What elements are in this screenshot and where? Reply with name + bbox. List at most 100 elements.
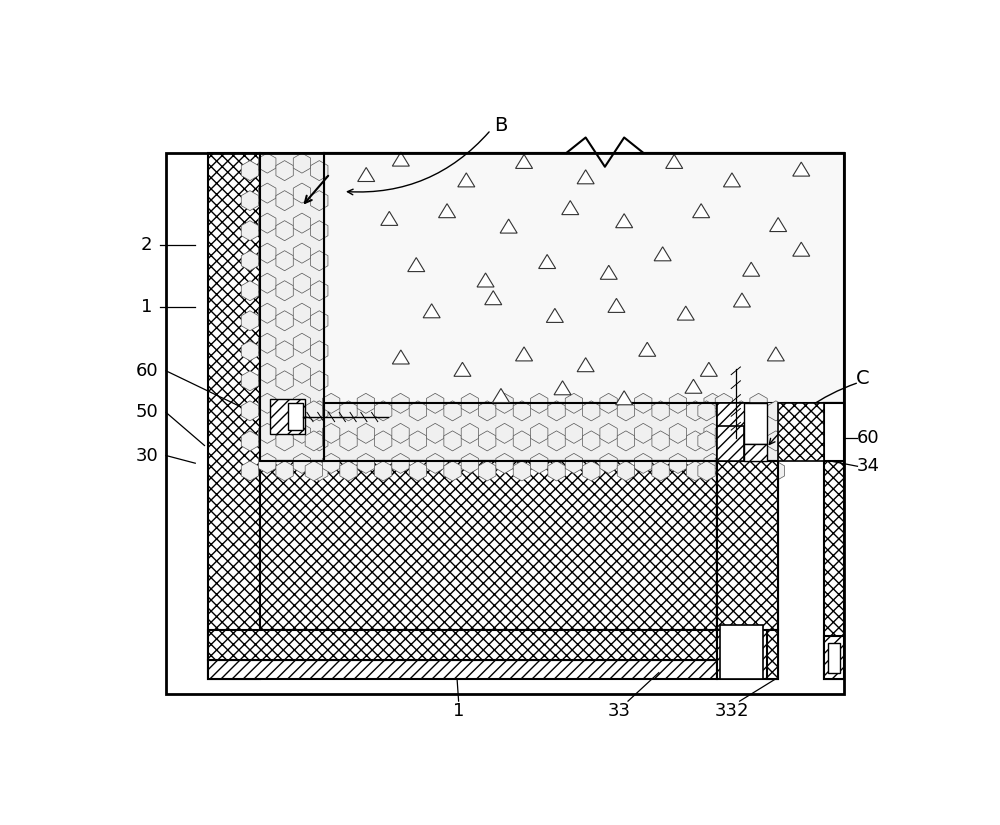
Polygon shape <box>516 346 533 361</box>
Polygon shape <box>293 273 311 293</box>
Polygon shape <box>485 290 502 304</box>
Polygon shape <box>516 154 533 168</box>
Polygon shape <box>669 423 687 443</box>
Polygon shape <box>546 309 563 323</box>
Polygon shape <box>767 461 785 481</box>
Polygon shape <box>477 273 494 287</box>
Polygon shape <box>733 461 750 481</box>
Polygon shape <box>700 362 717 376</box>
Polygon shape <box>311 220 328 241</box>
Bar <box>288 403 303 430</box>
Polygon shape <box>311 431 328 451</box>
Polygon shape <box>305 401 323 421</box>
Polygon shape <box>698 401 715 421</box>
Polygon shape <box>548 461 565 481</box>
Text: 1: 1 <box>141 298 152 316</box>
Polygon shape <box>577 170 594 184</box>
Polygon shape <box>293 183 311 203</box>
Polygon shape <box>733 293 750 307</box>
Polygon shape <box>392 423 409 443</box>
Polygon shape <box>454 362 471 376</box>
Polygon shape <box>293 333 311 353</box>
Text: 60: 60 <box>857 429 880 447</box>
Text: 50: 50 <box>135 403 158 422</box>
Polygon shape <box>259 304 276 323</box>
Polygon shape <box>323 454 340 474</box>
Polygon shape <box>311 311 328 331</box>
Polygon shape <box>704 423 721 443</box>
Polygon shape <box>685 380 702 394</box>
Polygon shape <box>715 423 733 443</box>
Text: B: B <box>494 116 508 135</box>
Polygon shape <box>241 370 259 391</box>
Bar <box>208 153 260 679</box>
Polygon shape <box>311 461 328 481</box>
Polygon shape <box>715 394 733 413</box>
Polygon shape <box>293 243 311 263</box>
Polygon shape <box>276 461 293 481</box>
Polygon shape <box>259 273 276 293</box>
Bar <box>744 444 767 461</box>
Polygon shape <box>259 454 276 474</box>
Polygon shape <box>276 370 293 391</box>
Polygon shape <box>276 311 293 331</box>
Polygon shape <box>461 423 479 443</box>
Polygon shape <box>259 333 276 353</box>
Polygon shape <box>392 152 409 166</box>
Polygon shape <box>548 431 565 451</box>
Bar <box>720 625 763 679</box>
Polygon shape <box>750 454 767 474</box>
Polygon shape <box>323 423 340 443</box>
Polygon shape <box>241 191 259 210</box>
Polygon shape <box>357 423 375 443</box>
Polygon shape <box>565 423 583 443</box>
Polygon shape <box>654 247 671 261</box>
Bar <box>270 399 305 434</box>
Bar <box>260 153 324 461</box>
Polygon shape <box>666 154 683 168</box>
Bar <box>767 630 778 679</box>
Polygon shape <box>293 153 311 173</box>
Polygon shape <box>444 401 461 421</box>
Polygon shape <box>733 401 750 421</box>
Polygon shape <box>616 214 633 228</box>
Polygon shape <box>241 311 259 331</box>
Polygon shape <box>531 394 548 413</box>
Polygon shape <box>259 394 276 413</box>
Bar <box>208 659 717 679</box>
Polygon shape <box>496 394 513 413</box>
Text: 30: 30 <box>135 446 158 464</box>
Polygon shape <box>293 423 311 443</box>
Polygon shape <box>276 280 293 301</box>
Polygon shape <box>461 394 479 413</box>
Bar <box>717 403 767 427</box>
Polygon shape <box>669 394 687 413</box>
Polygon shape <box>770 218 787 232</box>
Polygon shape <box>461 454 479 474</box>
Polygon shape <box>531 454 548 474</box>
Polygon shape <box>259 213 276 233</box>
Polygon shape <box>652 401 669 421</box>
Polygon shape <box>241 341 259 361</box>
Polygon shape <box>357 454 375 474</box>
Bar <box>824 403 844 679</box>
Polygon shape <box>583 461 600 481</box>
Polygon shape <box>704 394 721 413</box>
Text: C: C <box>856 369 870 388</box>
Polygon shape <box>276 191 293 210</box>
Bar <box>828 644 840 672</box>
Polygon shape <box>439 204 456 218</box>
Polygon shape <box>565 454 583 474</box>
Bar <box>717 403 744 461</box>
Polygon shape <box>698 431 715 451</box>
Polygon shape <box>677 306 694 320</box>
Polygon shape <box>276 431 293 451</box>
Polygon shape <box>423 304 440 318</box>
Polygon shape <box>687 401 704 421</box>
Text: 34: 34 <box>857 457 880 475</box>
Polygon shape <box>241 280 259 301</box>
Bar <box>260 153 324 461</box>
Bar <box>324 403 717 461</box>
Polygon shape <box>562 200 579 214</box>
Polygon shape <box>733 431 750 451</box>
